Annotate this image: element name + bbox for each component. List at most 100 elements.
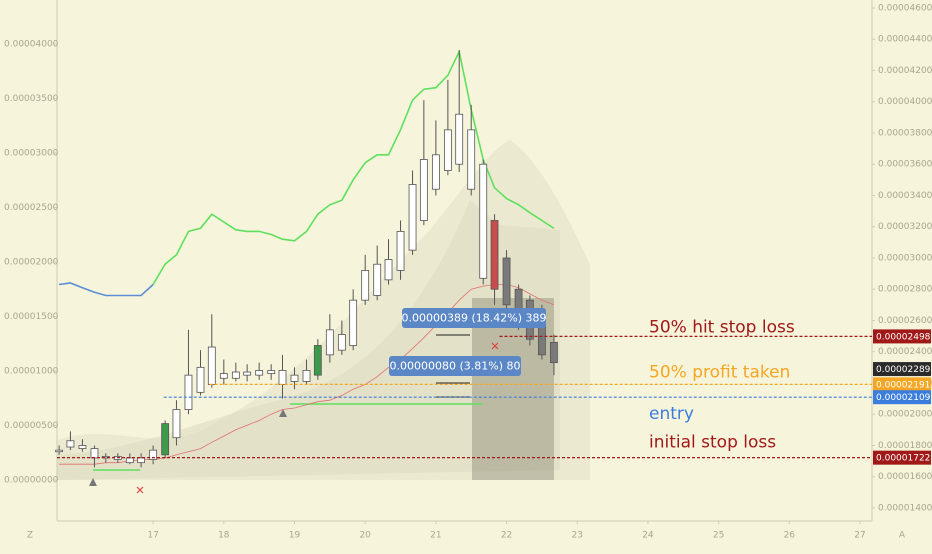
y2-tick-label: 0.00004000 (878, 97, 932, 107)
candle-body (149, 449, 158, 460)
candle-body (161, 423, 170, 456)
candle-body (255, 370, 264, 376)
y-tick-label: 0.00000500 (4, 421, 59, 431)
x-tick-label: 22 (501, 531, 512, 541)
candle-body (196, 366, 205, 393)
cloud-inner (57, 200, 560, 480)
price-badge-label: 0.00002109 (876, 393, 931, 403)
y-tick-label: 0.00004000 (4, 40, 59, 50)
candle-body (396, 231, 405, 271)
x-tick-label: 24 (642, 531, 654, 541)
candle-body (550, 341, 558, 364)
price-badge (873, 377, 931, 392)
candle-body (90, 448, 99, 459)
candle-body (361, 270, 370, 301)
level-text: 50% profit taken (649, 362, 790, 382)
y2-tick-label: 0.00002400 (878, 347, 932, 357)
price-badge-label: 0.00001722 (876, 454, 930, 464)
candle-body (184, 374, 193, 410)
y-tick-label: 0.00002500 (4, 203, 59, 213)
measure-badge (389, 356, 521, 376)
indicator-line (58, 282, 154, 297)
level-text: initial stop loss (649, 433, 776, 453)
y2-tick-label: 0.00004400 (878, 35, 932, 45)
y2-tick-label: 0.00002000 (878, 410, 932, 420)
candle-body (278, 370, 287, 385)
measure-label: 0.00000080 (3.81%) 80 (389, 360, 520, 373)
candle-body (455, 113, 464, 165)
candle-body (207, 346, 216, 385)
candle-body (78, 445, 87, 449)
x-tick-label: 19 (289, 531, 301, 541)
candle-body (408, 184, 417, 251)
candle-body (384, 259, 393, 281)
price-badge-label: 0.00002498 (876, 332, 931, 342)
candle-body (490, 220, 499, 290)
candle-body (219, 373, 228, 379)
marker-triangle (279, 409, 287, 417)
candle-body (419, 159, 428, 221)
y2-tick-label: 0.00002800 (878, 285, 932, 295)
x-tick-label: 17 (147, 531, 158, 541)
y-tick-label: 0.00000000 (4, 476, 59, 486)
candle-body (313, 345, 322, 376)
x-tick-label: 23 (572, 531, 583, 541)
y2-tick-label: 0.00003600 (878, 160, 932, 170)
y2-tick-label: 0.00002600 (878, 316, 932, 326)
marker-x (491, 342, 499, 350)
y2-tick-label: 0.00004600 (878, 3, 932, 13)
corner-label: A (899, 531, 906, 541)
candle-body (373, 263, 382, 296)
y2-tick-label: 0.00001800 (878, 441, 932, 451)
y2-tick-label: 0.00004200 (878, 66, 932, 76)
last-price-badge (873, 362, 931, 377)
candle-body (231, 371, 240, 379)
candle-body (349, 299, 358, 346)
candle-body (443, 129, 452, 171)
x-tick-label: 26 (784, 531, 796, 541)
measure-badge (402, 308, 546, 328)
candle-body (125, 457, 134, 464)
candle-body (137, 457, 146, 464)
y-tick-label: 0.00002000 (4, 258, 59, 268)
y-tick-label: 0.00001500 (4, 312, 59, 322)
y-tick-label: 0.00003500 (4, 94, 59, 104)
price-badge-label: 0.00002191 (876, 380, 930, 390)
x-tick-label: 18 (218, 531, 230, 541)
candle-body (55, 449, 64, 453)
y-tick-label: 0.00003000 (4, 149, 59, 159)
candle-body (431, 154, 440, 190)
y2-tick-label: 0.00003400 (878, 191, 932, 201)
candle-body (243, 371, 252, 376)
candle-body (325, 329, 334, 356)
marker-x (136, 486, 144, 494)
x-tick-label: 27 (854, 531, 865, 541)
candle-body (302, 370, 311, 382)
price-badge (873, 329, 931, 344)
level-text: entry (649, 404, 694, 424)
candle-body (337, 334, 346, 351)
price-badge (873, 390, 931, 405)
candle-body (290, 374, 299, 382)
candle-body (502, 257, 511, 306)
candle-body (467, 129, 476, 190)
candle-body (479, 163, 488, 279)
y2-tick-label: 0.00003800 (878, 128, 932, 138)
y2-tick-label: 0.00001600 (878, 472, 932, 482)
measure-label: 0.00000389 (18.42%) 389 (402, 312, 547, 325)
price-badge (873, 450, 931, 465)
candle-body (267, 370, 276, 374)
candle-body (66, 440, 75, 448)
candle-body (172, 409, 181, 439)
y-tick-label: 0.00001000 (4, 367, 59, 377)
corner-label: Z (27, 531, 33, 541)
y2-tick-label: 0.00003200 (878, 222, 932, 232)
y2-tick-label: 0.00001400 (878, 503, 932, 513)
level-text: 50% hit stop loss (649, 317, 795, 337)
marker-triangle (89, 478, 97, 486)
x-tick-label: 21 (430, 531, 441, 541)
y2-tick-label: 0.00003000 (878, 253, 932, 263)
x-tick-label: 25 (713, 531, 724, 541)
last-price-label: 0.00002289 (876, 365, 931, 375)
